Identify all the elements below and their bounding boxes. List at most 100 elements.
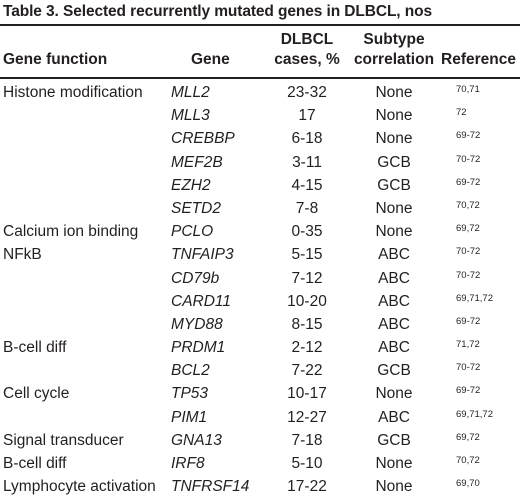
gene-cell: CREBBP (171, 130, 235, 148)
subtype-correlation-cell: GCB (377, 153, 411, 171)
cases-percent-cell: 8-15 (291, 315, 323, 333)
table-row: Calcium ion binding PCLO 0-35 None 69,72 (0, 220, 520, 243)
reference-cell: 70-72 (456, 269, 481, 281)
reference-cell: 72 (456, 107, 467, 119)
subtype-correlation-cell: ABC (378, 315, 410, 333)
table-caption: Table 3. Selected recurrently mutated ge… (3, 3, 432, 20)
reference-cell: 70-72 (456, 362, 481, 374)
cases-percent-cell: 2-12 (291, 339, 323, 357)
gene-cell: EZH2 (171, 176, 211, 194)
subtype-correlation-cell: None (375, 478, 413, 496)
table-row: CD79b 7-12 ABC 70-72 (0, 267, 520, 290)
cases-percent-cell: 0-35 (291, 223, 323, 241)
subtype-correlation-cell: ABC (378, 269, 410, 287)
table-row: Histone modification MLL2 23-32 None 70,71 (0, 81, 520, 104)
cases-percent-cell: 10-20 (287, 292, 327, 310)
header-rule (0, 77, 520, 79)
reference-cell: 69,71,72 (456, 408, 493, 420)
table-row: MEF2B 3-11 GCB 70-72 (0, 151, 520, 174)
cases-percent-cell: 10-17 (287, 385, 327, 403)
cases-percent-cell: 12-27 (287, 408, 327, 426)
table-row: Lymphocyte activation TNFRSF14 17-22 None 69… (0, 475, 520, 498)
table-row: PIM1 12-27 ABC 69,71,72 (0, 406, 520, 429)
header-dlbcl: DLBCL (280, 31, 334, 48)
gene-cell: BCL2 (171, 362, 210, 380)
subtype-correlation-cell: ABC (378, 292, 410, 310)
gene-cell: MYD88 (171, 315, 223, 333)
gene-cell: IRF8 (171, 455, 205, 472)
reference-cell: 71,72 (456, 339, 480, 351)
subtype-correlation-cell: None (375, 84, 413, 101)
gene-cell: TP53 (171, 385, 209, 403)
gene-function-cell: B-cell diff (3, 339, 67, 357)
cases-percent-cell: 23-32 (287, 84, 327, 101)
reference-cell: 69-72 (456, 130, 481, 142)
cases-percent-cell: 4-15 (291, 176, 323, 194)
cases-percent-cell: 7-12 (291, 269, 323, 287)
gene-function-cell: NFkB (3, 246, 42, 264)
gene-cell: MLL3 (171, 107, 210, 125)
table-row: MLL3 17 None 72 (0, 104, 520, 127)
subtype-correlation-cell: GCB (377, 362, 411, 380)
table-row: NFkB TNFAIP3 5-15 ABC 70-72 (0, 243, 520, 266)
gene-cell: TNFRSF14 (171, 478, 250, 496)
header-gene: Gene (191, 51, 230, 68)
gene-cell: MEF2B (171, 153, 223, 171)
gene-cell: CARD11 (171, 292, 232, 310)
reference-cell: 69,72 (456, 431, 480, 443)
reference-cell: 69,70 (456, 478, 480, 490)
subtype-correlation-cell: None (375, 130, 413, 148)
table-row: EZH2 4-15 GCB 69-72 (0, 174, 520, 197)
reference-cell: 69-72 (456, 315, 481, 327)
reference-cell: 70,72 (456, 455, 480, 466)
gene-cell: PRDM1 (171, 339, 226, 357)
cases-percent-cell: 7-18 (291, 431, 323, 449)
gene-function-cell: Signal transducer (3, 431, 124, 449)
subtype-correlation-cell: ABC (378, 408, 410, 426)
reference-cell: 70,72 (456, 199, 480, 211)
cases-percent-cell: 3-11 (292, 153, 322, 171)
gene-cell: PIM1 (171, 408, 208, 426)
reference-cell: 69,71,72 (456, 292, 493, 304)
reference-cell: 70,71 (456, 84, 480, 95)
gene-cell: TNFAIP3 (171, 246, 234, 264)
cases-percent-cell: 5-15 (291, 246, 323, 264)
reference-cell: 70-72 (456, 153, 481, 165)
subtype-correlation-cell: ABC (378, 246, 410, 264)
gene-cell: CD79b (171, 269, 220, 287)
gene-function-cell: B-cell diff (3, 455, 67, 472)
table-row: MYD88 8-15 ABC 69-72 (0, 313, 520, 336)
subtype-correlation-cell: GCB (377, 176, 411, 194)
gene-function-cell: Lymphocyte activation (3, 478, 156, 496)
subtype-correlation-cell: ABC (378, 339, 410, 357)
table-row: Cell cycle TP53 10-17 None 69-72 (0, 382, 520, 405)
table-row: B-cell diff PRDM1 2-12 ABC 71,72 (0, 336, 520, 359)
reference-cell: 69,72 (456, 223, 480, 235)
header-subtype: Subtype (363, 31, 425, 48)
gene-cell: PCLO (171, 223, 214, 241)
reference-cell: 69-72 (456, 176, 481, 188)
subtype-correlation-cell: None (375, 223, 413, 241)
gene-function-cell: Histone modification (3, 84, 143, 101)
header-gene-function: Gene function (3, 51, 108, 68)
header-cases-percent: cases, % (274, 51, 340, 68)
cases-percent-cell: 7-22 (291, 362, 323, 380)
table-row: CREBBP 6-18 None 69-72 (0, 127, 520, 150)
header-correlation: correlation (353, 51, 435, 68)
reference-cell: 70-72 (456, 246, 481, 258)
gene-cell: MLL2 (171, 84, 210, 101)
cases-percent-cell: 17 (298, 107, 316, 125)
gene-function-cell: Cell cycle (3, 385, 70, 403)
table-row: Signal transducer GNA13 7-18 GCB 69,72 (0, 429, 520, 452)
header-reference: Reference (441, 51, 516, 68)
subtype-correlation-cell: None (375, 385, 413, 403)
subtype-correlation-cell: None (375, 455, 413, 472)
subtype-correlation-cell: None (375, 199, 413, 217)
table-body: Histone modification MLL2 23-32 None 70,71 ML… (0, 81, 520, 498)
top-rule (0, 24, 520, 26)
subtype-correlation-cell: None (375, 107, 413, 125)
gene-cell: SETD2 (171, 199, 221, 217)
gene-function-cell: Calcium ion binding (3, 223, 139, 241)
cases-percent-cell: 5-10 (291, 455, 323, 472)
gene-cell: GNA13 (171, 431, 222, 449)
